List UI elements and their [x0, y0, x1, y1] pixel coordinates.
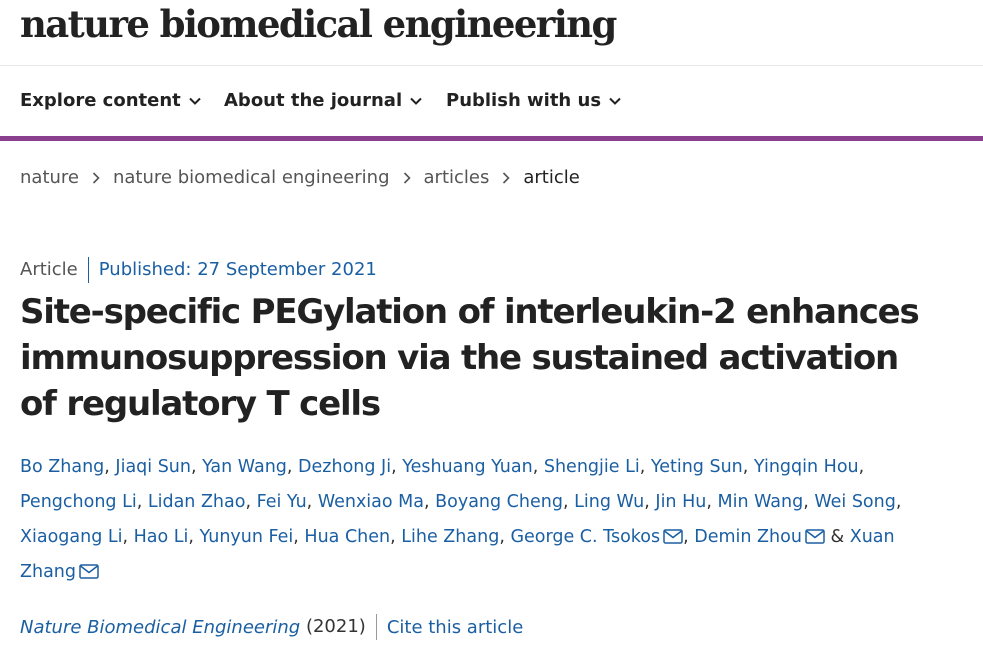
author-name[interactable]: Fei Yu	[256, 492, 307, 512]
author-separator: ,	[895, 492, 902, 512]
envelope-icon[interactable]	[663, 529, 683, 544]
chevron-right-icon	[489, 171, 523, 184]
author-separator: ,	[644, 492, 656, 512]
nav-about-journal[interactable]: About the journal	[224, 90, 422, 111]
article-type: Article	[20, 257, 89, 283]
author-separator: ,	[136, 492, 148, 512]
author-name[interactable]: Yunyun Fei	[199, 527, 294, 547]
site-header: nature biomedical engineering	[0, 0, 983, 66]
author-separator: ,	[191, 457, 203, 477]
author-separator: ,	[683, 527, 695, 547]
author-name[interactable]: Demin Zhou	[694, 527, 802, 547]
chevron-right-icon	[390, 171, 424, 184]
author-separator: &	[824, 527, 850, 547]
author-name[interactable]: George C. Tsokos	[510, 527, 661, 547]
author-name[interactable]: Ling Wu	[574, 492, 645, 512]
nav-label: Explore content	[20, 90, 181, 111]
author-name[interactable]: Wenxiao Ma	[317, 492, 424, 512]
author-separator: ,	[122, 527, 134, 547]
chevron-down-icon	[609, 97, 621, 105]
author-separator: ,	[499, 527, 511, 547]
author-name[interactable]: Lihe Zhang	[401, 527, 500, 547]
chevron-right-icon	[79, 171, 113, 184]
citation-line: Nature Biomedical Engineering (2021) Cit…	[20, 614, 523, 640]
envelope-icon[interactable]	[79, 564, 99, 579]
author-separator: ,	[639, 457, 651, 477]
author-separator: ,	[306, 492, 318, 512]
author-name[interactable]: Jin Hu	[655, 492, 707, 512]
article-meta: Article Published: 27 September 2021	[20, 257, 377, 283]
author-name[interactable]: Yan Wang	[202, 457, 287, 477]
author-name[interactable]: Dezhong Ji	[298, 457, 392, 477]
author-name[interactable]: Hua Chen	[304, 527, 391, 547]
author-name[interactable]: Yingqin Hou	[753, 457, 859, 477]
chevron-down-icon	[410, 97, 422, 105]
nav-label: About the journal	[224, 90, 403, 111]
nav-label: Publish with us	[446, 90, 602, 111]
author-name[interactable]: Boyang Cheng	[435, 492, 563, 512]
breadcrumb-item-journal[interactable]: nature biomedical engineering	[112, 167, 390, 188]
author-name[interactable]: Xiaogang Li	[20, 527, 123, 547]
chevron-down-icon	[189, 97, 201, 105]
journal-logo[interactable]: nature biomedical engineering	[20, 2, 617, 46]
breadcrumb-item-articles[interactable]: articles	[423, 167, 490, 188]
author-name[interactable]: Pengchong Li	[20, 492, 137, 512]
author-separator: ,	[423, 492, 436, 512]
envelope-icon[interactable]	[805, 529, 825, 544]
author-separator: ,	[706, 492, 718, 512]
author-name[interactable]: Yeting Sun	[650, 457, 743, 477]
breadcrumb-item-nature[interactable]: nature	[20, 167, 79, 188]
author-list: Bo Zhang, Jiaqi Sun, Yan Wang, Dezhong J…	[20, 450, 950, 590]
author-separator: ,	[858, 457, 865, 477]
nav-publish-with-us[interactable]: Publish with us	[446, 90, 621, 111]
year-text: (2021)	[305, 616, 366, 637]
author-name[interactable]: Yeshuang Yuan	[402, 457, 533, 477]
article-title: Site-specific PEGylation of interleukin-…	[20, 292, 920, 424]
author-separator: ,	[803, 492, 815, 512]
author-separator: ,	[532, 457, 544, 477]
published-date: Published: 27 September 2021	[98, 259, 377, 280]
author-separator: ,	[562, 492, 575, 512]
author-separator: ,	[104, 457, 116, 477]
author-name[interactable]: Hao Li	[133, 527, 189, 547]
author-name[interactable]: Jiaqi Sun	[115, 457, 191, 477]
nav-explore-content[interactable]: Explore content	[20, 90, 201, 111]
author-name[interactable]: Shengjie Li	[543, 457, 640, 477]
accent-bar	[0, 136, 983, 141]
journal-name[interactable]: Nature Biomedical Engineering	[20, 616, 301, 638]
cite-this-article-link[interactable]: Cite this article	[386, 616, 524, 638]
main-nav: Explore content About the journal Publis…	[0, 66, 983, 136]
publication-year: (2021)	[300, 614, 377, 640]
breadcrumb: nature nature biomedical engineering art…	[20, 167, 580, 188]
author-name[interactable]: Wei Song	[814, 492, 896, 512]
author-separator: ,	[293, 527, 305, 547]
author-separator: ,	[286, 457, 299, 477]
author-name[interactable]: Xuan Zhang	[20, 527, 895, 582]
breadcrumb-item-current: article	[523, 167, 580, 188]
author-separator: ,	[245, 492, 257, 512]
author-name[interactable]: Lidan Zhao	[147, 492, 246, 512]
author-separator: ,	[188, 527, 200, 547]
author-separator: ,	[391, 457, 403, 477]
author-name[interactable]: Bo Zhang	[20, 457, 105, 477]
author-separator: ,	[390, 527, 402, 547]
author-name[interactable]: Min Wang	[717, 492, 804, 512]
author-separator: ,	[742, 457, 754, 477]
